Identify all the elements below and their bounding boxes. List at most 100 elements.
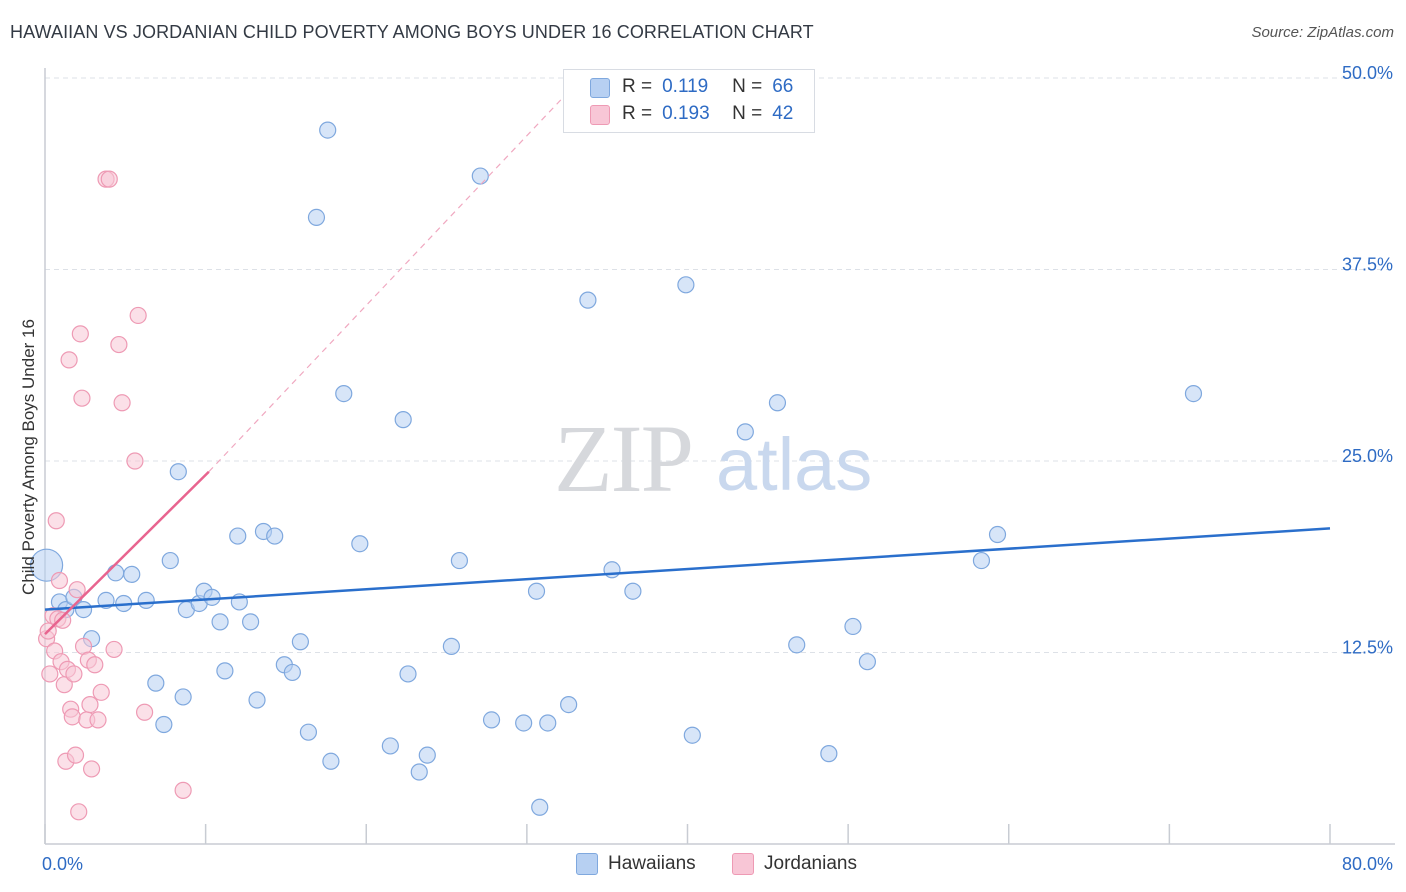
jordanian-point: [68, 581, 86, 599]
legend-jordanians-swatch: [590, 105, 610, 125]
hawaiian-point: [351, 535, 369, 553]
jordanian-point: [105, 640, 123, 659]
jordanian-point: [113, 394, 131, 412]
hawaiian-point: [531, 798, 549, 816]
jordanian-point: [71, 325, 89, 343]
hawaiians-trendline: [44, 527, 1331, 611]
hawaiian-point: [322, 752, 340, 770]
hawaiian-point: [299, 723, 318, 741]
jordanians-trendline-extension: [208, 77, 582, 473]
jordanian-point: [47, 512, 65, 530]
hawaiian-point: [527, 582, 546, 600]
x-tick-label: 80.0%: [1342, 854, 1393, 874]
hawaiian-point: [229, 527, 247, 545]
y-tick-label: 37.5%: [1342, 255, 1393, 275]
legend-row-jordanians: R = 0.193 N = 42: [622, 101, 793, 127]
jordanian-point: [41, 665, 59, 683]
hawaiian-point: [858, 653, 877, 671]
x-tick-label: 0.0%: [42, 854, 83, 874]
chart-title: HAWAIIAN VS JORDANIAN CHILD POVERTY AMON…: [10, 22, 814, 42]
bottom-legend-hawaiians-label: Hawaiians: [608, 853, 696, 874]
hawaiian-point: [74, 601, 93, 619]
hawaiian-point: [788, 636, 806, 654]
bottom-legend-jordanians-swatch: [732, 853, 754, 875]
jordanian-point: [60, 351, 78, 369]
hawaiian-point: [123, 565, 141, 583]
legend-hawaiians-n: 66: [772, 76, 794, 97]
y-axis-label: Child Poverty Among Boys Under 16: [19, 319, 38, 595]
jordanian-point: [110, 335, 128, 354]
hawaiian-point: [450, 551, 469, 570]
hawaiian-point: [399, 665, 417, 683]
hawaiian-point: [211, 613, 229, 631]
jordanian-point: [86, 656, 104, 674]
jordanians-trendline: [44, 470, 210, 636]
hawaiian-point: [988, 525, 1007, 544]
jordanian-point: [174, 781, 192, 799]
bottom-legend-jordanians-label: Jordanians: [764, 853, 857, 874]
hawaiian-point: [394, 411, 412, 429]
legend-hawaiians-r: 0.119: [662, 76, 709, 97]
hawaiian-point: [203, 588, 221, 606]
hawaiian-point: [442, 637, 460, 655]
y-tick-label: 12.5%: [1342, 638, 1393, 658]
jordanian-point: [54, 611, 72, 629]
hawaiian-point: [248, 691, 266, 709]
hawaiian-point: [155, 715, 173, 734]
hawaiian-point: [216, 662, 234, 680]
jordanian-point: [135, 703, 154, 721]
jordanian-point: [89, 711, 107, 729]
jordanian-point: [129, 306, 147, 325]
hawaiian-point: [768, 394, 787, 412]
jordanian-point: [73, 389, 91, 407]
hawaiian-point: [736, 423, 754, 441]
hawaiian-point: [107, 564, 125, 582]
hawaiian-point: [418, 746, 436, 764]
hawaiian-point: [266, 527, 284, 545]
hawaiian-point: [677, 276, 695, 294]
jordanian-point: [70, 803, 88, 821]
jordanian-point: [50, 571, 69, 590]
hawaiian-point: [560, 695, 578, 714]
hawaiian-point: [624, 582, 642, 600]
legend-r-label: R =: [622, 103, 653, 124]
hawaiian-point: [335, 384, 353, 403]
legend-n-label: N =: [732, 76, 763, 97]
hawaiian-point: [539, 714, 557, 732]
hawaiian-point: [161, 551, 179, 570]
hawaiian-point: [844, 617, 862, 636]
hawaiian-point: [381, 737, 399, 755]
hawaiian-point: [137, 591, 155, 610]
jordanian-point: [126, 452, 144, 470]
hawaiian-point: [30, 548, 64, 582]
hawaiian-point: [683, 726, 701, 744]
hawaiian-point: [319, 121, 337, 139]
bottom-legend-jordanians: Jordanians: [732, 851, 857, 877]
hawaiian-point: [482, 711, 501, 729]
legend-hawaiians-swatch: [590, 78, 610, 98]
legend-row-hawaiians: R = 0.119 N = 66: [622, 74, 793, 100]
jordanian-point: [66, 746, 85, 764]
jordanian-point: [81, 695, 99, 714]
hawaiian-point: [579, 291, 597, 309]
hawaiian-point: [242, 613, 260, 631]
hawaiian-point: [820, 745, 838, 763]
legend-n-label: N =: [732, 103, 763, 124]
correlation-legend: R = 0.119 N = 66 R = 0.193 N = 42: [563, 69, 815, 133]
jordanian-point: [65, 665, 83, 683]
bottom-legend-hawaiians-swatch: [576, 853, 598, 875]
hawaiian-point: [291, 633, 309, 651]
source-label: Source: ZipAtlas.com: [1251, 24, 1394, 41]
hawaiian-point: [515, 714, 533, 732]
hawaiian-point: [410, 763, 428, 781]
hawaiian-point: [169, 463, 187, 481]
hawaiian-point: [1184, 384, 1203, 403]
y-tick-label: 25.0%: [1342, 446, 1393, 466]
legend-jordanians-r: 0.193: [662, 103, 710, 124]
jordanian-point: [63, 708, 81, 726]
labels-layer: 12.5% 25.0% 37.5% 50.0% 0.0% 80.0%: [42, 63, 1393, 874]
axis-layer: [44, 68, 1395, 845]
hawaiian-point: [307, 208, 326, 227]
watermark: ZIP atlas: [554, 405, 872, 512]
